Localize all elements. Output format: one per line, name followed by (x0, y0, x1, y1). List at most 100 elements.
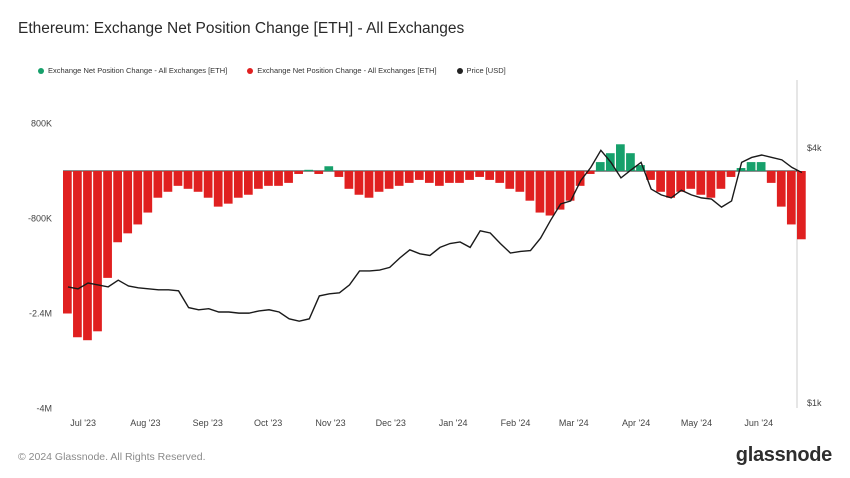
bar-negative (93, 171, 102, 332)
bar-negative (394, 171, 404, 186)
bar-negative (63, 171, 72, 314)
bar-negative (223, 171, 233, 204)
bar-positive (636, 165, 645, 171)
x-tick-label: Sep '23 (193, 418, 223, 428)
bar-negative (414, 171, 424, 180)
bar-negative (585, 171, 595, 174)
bar-negative (575, 171, 585, 186)
copyright-text: © 2024 Glassnode. All Rights Reserved. (18, 451, 206, 463)
legend: Exchange Net Position Change - All Excha… (38, 66, 506, 75)
bar-negative (233, 171, 243, 198)
bar-negative (334, 171, 344, 177)
legend-label-negative: Exchange Net Position Change - All Excha… (257, 66, 437, 75)
y-right-tick-label: $1k (807, 398, 822, 408)
y-left-tick-label: -4M (37, 404, 53, 414)
bar-negative (153, 171, 163, 198)
x-tick-label: Oct '23 (254, 418, 282, 428)
y-right-tick-label: $4k (807, 143, 822, 153)
bar-negative (73, 171, 82, 338)
bar-positive (595, 162, 605, 171)
bar-negative (435, 171, 444, 186)
legend-green-dot-icon (38, 67, 44, 74)
bar-positive (756, 162, 766, 171)
y-left-tick-label: -2.4M (29, 309, 52, 319)
bar-negative (133, 171, 143, 225)
bar-negative (465, 171, 474, 180)
bar-negative (696, 171, 706, 195)
legend-label-price: Price [USD] (466, 66, 506, 75)
bar-negative (384, 171, 394, 189)
bar-positive (736, 168, 746, 171)
chart-title: Ethereum: Exchange Net Position Change [… (18, 20, 465, 37)
legend-label-positive: Exchange Net Position Change - All Excha… (48, 66, 228, 75)
bar-negative (83, 171, 92, 341)
bar-negative (103, 171, 112, 278)
x-tick-label: Apr '24 (622, 418, 650, 428)
bar-negative (455, 171, 464, 183)
bar-negative (143, 171, 153, 213)
bar-negative (525, 171, 535, 201)
bar-negative (726, 171, 736, 177)
bar-negative (294, 171, 303, 174)
bar-negative (776, 171, 786, 207)
bar-negative (213, 171, 223, 207)
glassnode-logo: glassnode (735, 444, 833, 466)
bar-negative (666, 171, 676, 198)
bar-negative (545, 171, 555, 216)
bar-negative (354, 171, 364, 195)
x-tick-label: Aug '23 (130, 418, 160, 428)
bar-negative (555, 171, 565, 210)
bar-negative (123, 171, 133, 234)
x-tick-label: Jun '24 (744, 418, 773, 428)
bar-negative (716, 171, 726, 189)
bar-negative (284, 171, 293, 183)
bar-negative (475, 171, 484, 177)
axis-ticks-group: 800K -800K -2.4M -4M $4k $1k Jul '23 Aug '23 Sep… (28, 119, 822, 429)
x-tick-label: Mar '24 (559, 418, 589, 428)
bar-negative (254, 171, 263, 189)
y-left-tick-label: -800K (28, 214, 52, 224)
legend-red-dot-icon (247, 67, 254, 74)
bar-negative (797, 171, 806, 240)
legend-black-dot-icon (456, 67, 463, 74)
bar-negative (485, 171, 495, 180)
bar-negative (364, 171, 374, 198)
x-tick-label: Dec '23 (376, 418, 406, 428)
bar-negative (686, 171, 696, 189)
price-series-line (67, 149, 803, 322)
bar-negative (495, 171, 505, 183)
legend-item-negative[interactable]: Exchange Net Position Change - All Excha… (247, 66, 437, 75)
bar-negative (274, 171, 283, 186)
legend-item-positive[interactable]: Exchange Net Position Change - All Excha… (38, 66, 227, 75)
bar-negative (374, 171, 384, 192)
bar-negative (766, 171, 776, 183)
bar-negative (505, 171, 515, 189)
bar-negative (163, 171, 173, 192)
bar-negative (193, 171, 203, 192)
bar-negative (424, 171, 434, 183)
y-left-tick-label: 800K (31, 119, 52, 129)
x-tick-label: Jul '23 (70, 418, 96, 428)
bar-positive (304, 169, 314, 171)
x-tick-label: Nov '23 (315, 418, 345, 428)
bar-negative (676, 171, 686, 192)
bar-positive (324, 166, 334, 171)
bar-negative (243, 171, 253, 195)
bar-negative (515, 171, 525, 192)
bar-positive (616, 144, 625, 171)
bar-negative (183, 171, 193, 189)
bar-negative (344, 171, 354, 189)
x-tick-label: May '24 (681, 418, 712, 428)
x-tick-label: Feb '24 (501, 418, 531, 428)
bar-negative (535, 171, 545, 213)
bar-negative (404, 171, 414, 183)
bar-negative (203, 171, 213, 198)
bar-negative (445, 171, 454, 183)
bars-group (63, 144, 806, 341)
legend-item-price[interactable]: Price [USD] (456, 66, 506, 75)
bar-negative (786, 171, 796, 225)
bar-negative (646, 171, 655, 180)
bar-negative (565, 171, 575, 201)
bar-negative (173, 171, 183, 186)
